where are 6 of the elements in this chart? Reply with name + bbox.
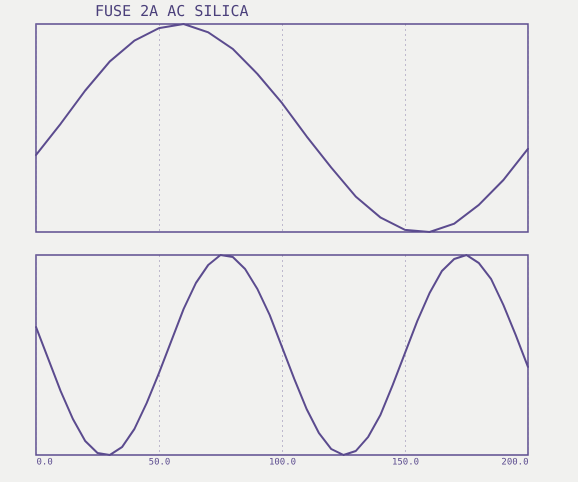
chart-title: FUSE 2A AC SILICA — [95, 2, 249, 20]
x-tick-label: 100.0 — [268, 458, 296, 468]
x-tick-label: 150.0 — [392, 458, 420, 468]
x-tick-label: 200.0 — [501, 458, 528, 468]
x-tick-label: 0.0 — [36, 458, 53, 468]
x-tick-label: 50.0 — [148, 458, 170, 468]
